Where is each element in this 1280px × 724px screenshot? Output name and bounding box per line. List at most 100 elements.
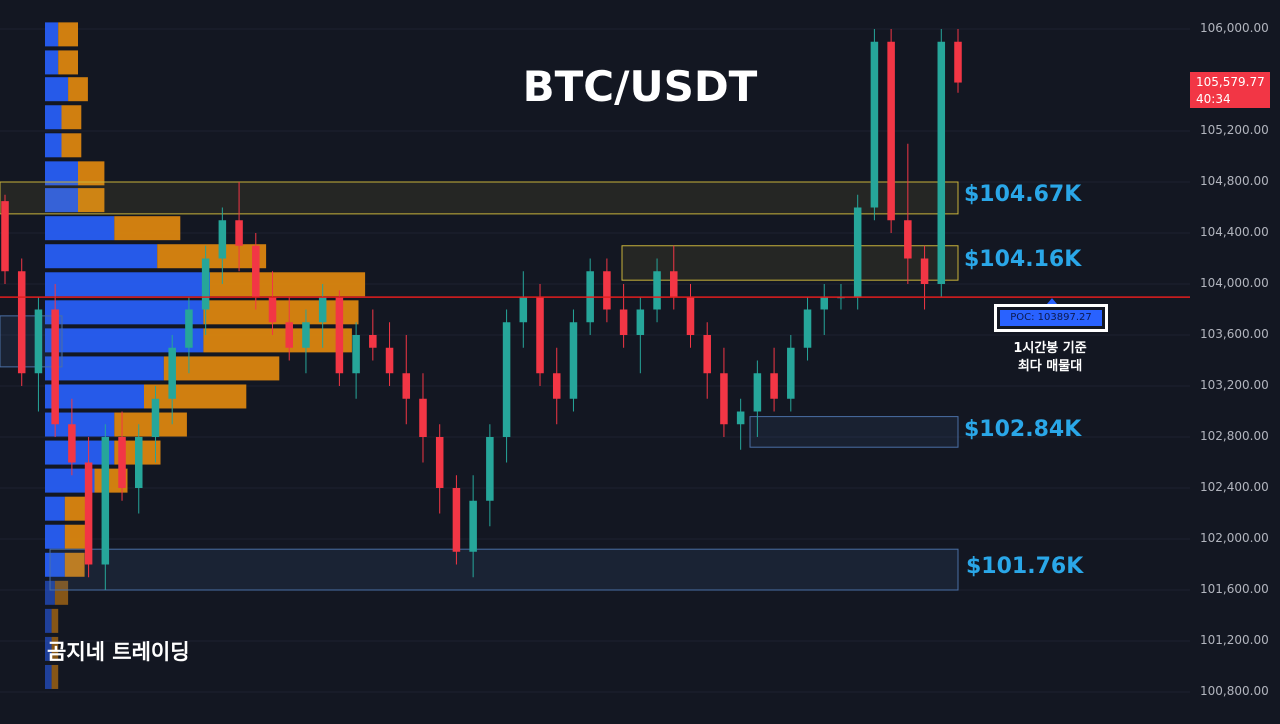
- volume-bar-down: [51, 664, 59, 689]
- volume-bar-up: [45, 580, 55, 605]
- candle-body: [218, 220, 227, 259]
- candle-body: [385, 347, 394, 374]
- candle-body: [352, 335, 360, 374]
- support-resistance-zones: [0, 181, 959, 591]
- volume-bar-up: [45, 664, 52, 689]
- poc-label: POC: 103897.27: [1000, 310, 1102, 326]
- poc-label-box: POC: 103897.27: [994, 304, 1108, 332]
- volume-bar-up: [45, 105, 62, 130]
- candle-body: [787, 347, 795, 399]
- volume-bar-up: [45, 244, 158, 269]
- candle-body: [1, 201, 9, 272]
- candle-body: [870, 41, 879, 208]
- volume-bar-down: [210, 272, 366, 297]
- volume-bar-down: [64, 496, 88, 521]
- candle-body: [134, 437, 143, 488]
- volume-bar-up: [45, 50, 59, 75]
- y-tick-label: 105,200.00: [1200, 123, 1269, 137]
- candle-body: [118, 437, 126, 488]
- zone-label-1: $104.67K: [964, 182, 1082, 207]
- volume-bar-up: [45, 356, 164, 381]
- poc-note-line1: 1시간봉 기준: [1013, 341, 1087, 356]
- y-tick-label: 101,200.00: [1200, 633, 1269, 647]
- candle-body: [469, 500, 477, 552]
- volume-bar-down: [114, 216, 181, 241]
- volume-bar-down: [54, 580, 69, 605]
- y-tick-label: 100,800.00: [1200, 684, 1269, 698]
- y-tick-label: 102,000.00: [1200, 531, 1269, 545]
- candle-body: [486, 437, 494, 501]
- candle-body: [151, 398, 160, 437]
- volume-bar-up: [45, 328, 204, 353]
- current-price-value: 105,579.77: [1196, 75, 1265, 89]
- volume-bar-down: [203, 328, 352, 353]
- chart-title: BTC/USDT: [522, 62, 758, 111]
- volume-bar-down: [64, 524, 88, 549]
- zone-box: [0, 181, 959, 215]
- volume-bar-up: [45, 300, 204, 325]
- y-tick-label: 104,400.00: [1200, 225, 1269, 239]
- candle-body: [753, 373, 762, 412]
- candle-body: [619, 309, 628, 335]
- volume-bar-down: [78, 188, 105, 213]
- zone-label-4: $101.76K: [966, 554, 1084, 579]
- price-axis[interactable]: 106,000.00 105,200.00 104,800.00 104,400.00…: [1190, 0, 1280, 724]
- candle-body: [201, 258, 210, 310]
- volume-bar-up: [45, 77, 69, 102]
- volume-bar-down: [157, 244, 267, 269]
- candle-body: [452, 488, 461, 552]
- candle-body: [519, 296, 528, 323]
- volume-bar-down: [58, 50, 78, 75]
- candle-body: [803, 309, 812, 348]
- poc-note-line2: 최다 매물대: [1017, 359, 1083, 374]
- candle-body: [419, 398, 427, 437]
- candle-body: [552, 373, 561, 399]
- candle-body: [820, 296, 829, 310]
- candle-body: [318, 296, 327, 323]
- volume-bar-down: [144, 384, 247, 409]
- volume-bar-down: [51, 608, 59, 633]
- y-tick-label: 104,000.00: [1200, 276, 1269, 290]
- candle-body: [569, 322, 578, 399]
- volume-bar-down: [68, 77, 88, 102]
- poc-note: 1시간봉 기준 최다 매물대: [990, 340, 1110, 376]
- candle-body: [536, 296, 544, 374]
- volume-bar-down: [51, 636, 59, 661]
- candle-body: [904, 220, 912, 259]
- current-price-badge: 105,579.77 40:34: [1190, 72, 1270, 108]
- candle-body: [653, 271, 661, 310]
- candle-body: [720, 373, 728, 425]
- volume-profile: [45, 22, 366, 689]
- candle-body: [686, 296, 695, 335]
- volume-bar-up: [45, 161, 78, 186]
- volume-bar-up: [45, 133, 62, 158]
- y-tick-label: 103,200.00: [1200, 378, 1269, 392]
- volume-bar-down: [114, 412, 187, 437]
- volume-bar-up: [45, 188, 78, 213]
- volume-bar-down: [61, 133, 82, 158]
- candle-body: [268, 296, 277, 323]
- y-tick-label: 104,800.00: [1200, 174, 1269, 188]
- candle-body: [34, 309, 43, 374]
- volume-bar-up: [45, 216, 115, 241]
- candle-body: [285, 322, 293, 348]
- candle-body: [703, 335, 711, 374]
- volume-bar-down: [64, 552, 85, 577]
- candle-body: [853, 207, 862, 297]
- candle-body: [636, 309, 645, 335]
- y-tick-label: 101,600.00: [1200, 582, 1269, 596]
- poc-line: [0, 296, 1190, 306]
- candle-body: [435, 437, 444, 488]
- candle-body: [887, 41, 895, 221]
- candle-body: [68, 424, 76, 463]
- volume-bar-up: [45, 384, 144, 409]
- candle-body: [302, 322, 310, 348]
- y-tick-label: 103,600.00: [1200, 327, 1269, 341]
- candle-body: [402, 373, 411, 399]
- candle-body: [252, 245, 260, 297]
- y-tick-label: 102,800.00: [1200, 429, 1269, 443]
- candle-body: [770, 373, 778, 399]
- volume-bar-up: [45, 496, 65, 521]
- zone-box: [749, 416, 959, 448]
